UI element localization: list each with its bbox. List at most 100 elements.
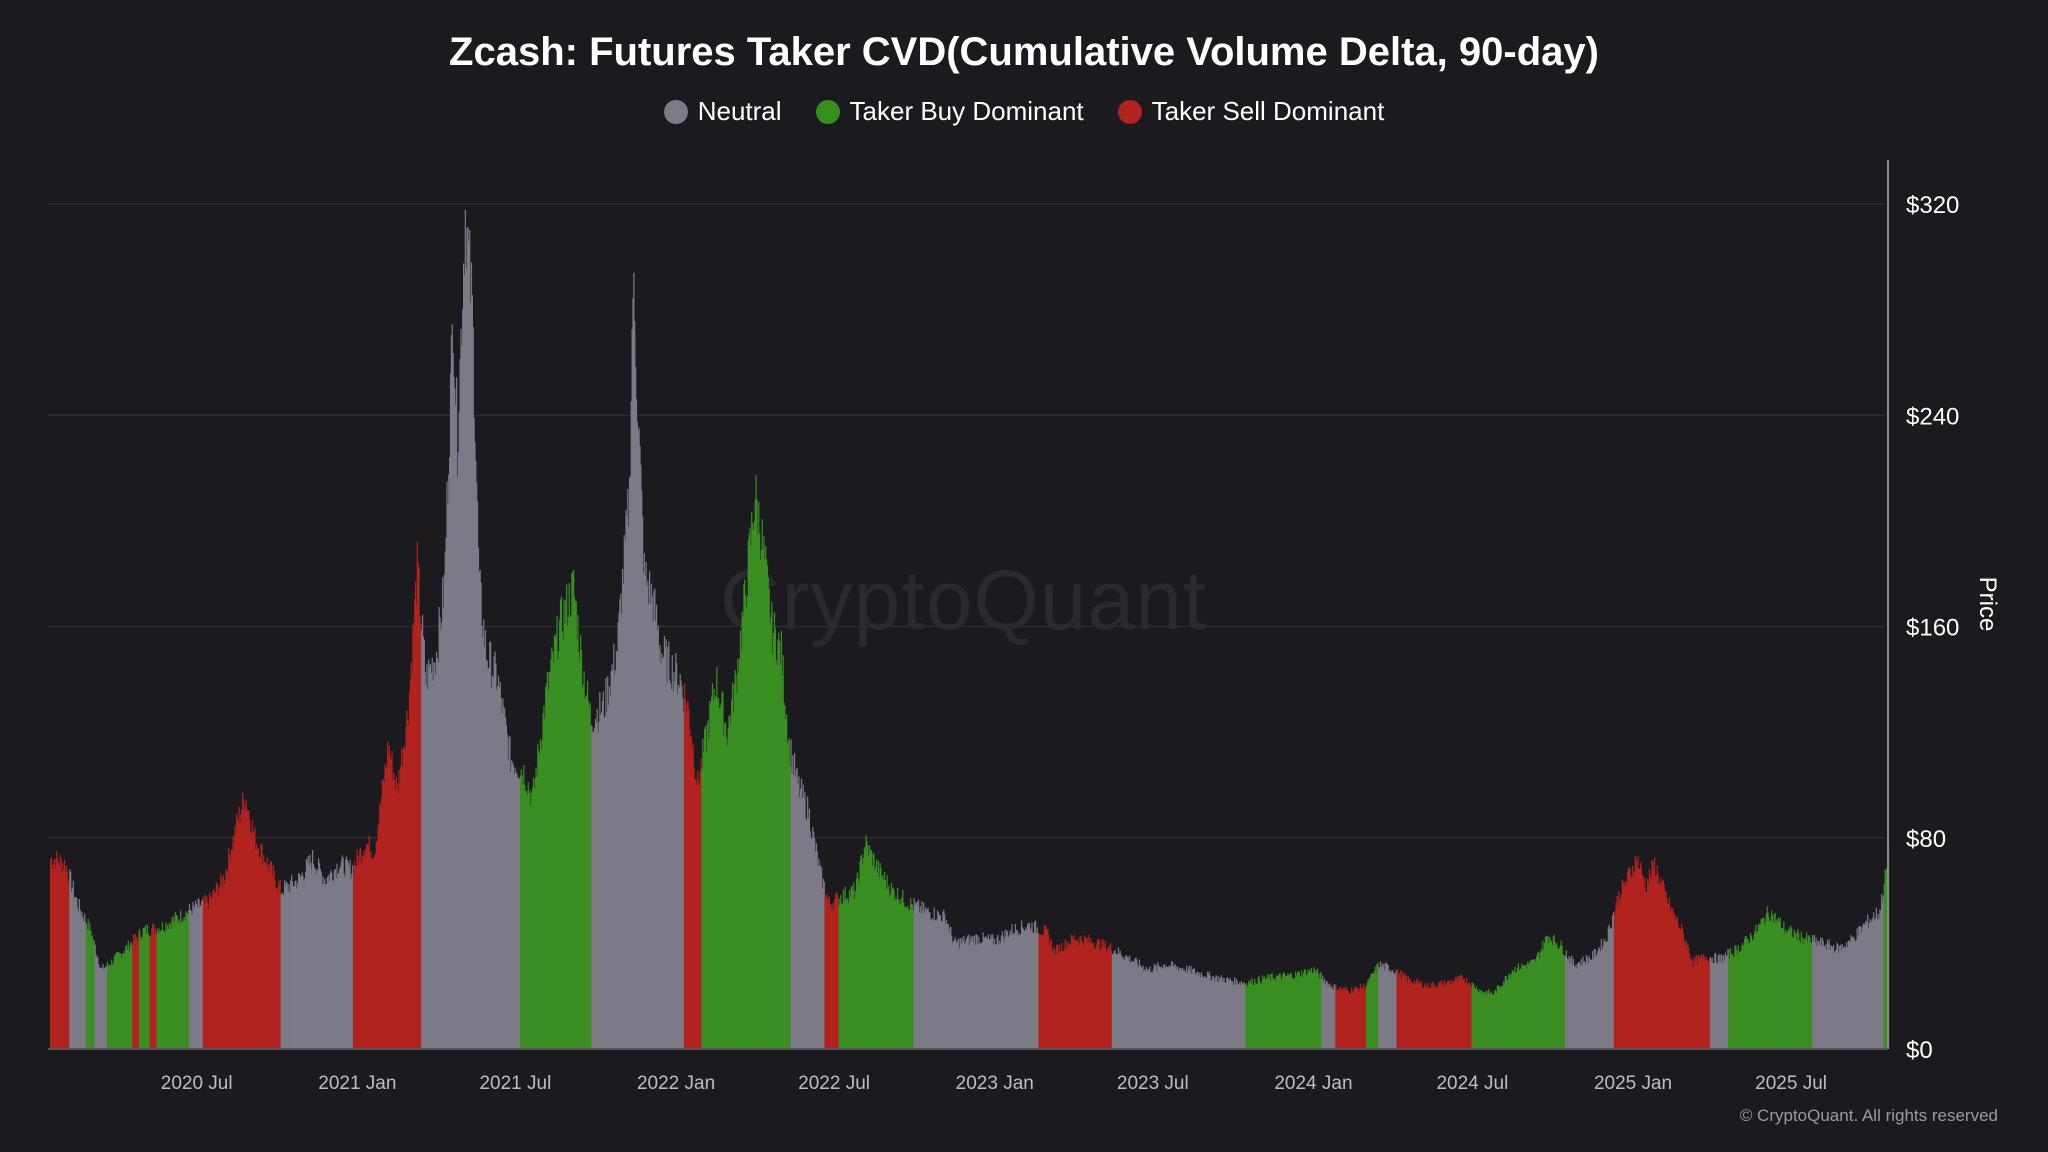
- price-bar-neutral: [461, 346, 463, 1050]
- legend-item-taker-buy[interactable]: Taker Buy Dominant: [815, 96, 1084, 127]
- price-bar-sell: [1364, 987, 1367, 1049]
- price-bar-neutral: [1238, 984, 1240, 1049]
- price-bar-sell: [371, 858, 373, 1049]
- price-bar-neutral: [1612, 915, 1614, 1049]
- price-bar-buy: [717, 697, 720, 1049]
- price-bar-neutral: [194, 907, 196, 1049]
- price-bar-buy: [521, 775, 523, 1049]
- price-bar-buy: [1475, 989, 1477, 1049]
- price-bar-neutral: [1124, 956, 1127, 1049]
- price-bar-sell: [1344, 989, 1347, 1049]
- price-bar-buy: [164, 932, 166, 1049]
- price-bar-neutral: [1880, 910, 1882, 1049]
- price-bar-neutral: [1721, 954, 1723, 1049]
- price-bar-sell: [396, 784, 398, 1049]
- price-bar-neutral: [201, 901, 203, 1049]
- price-bar-sell: [1076, 938, 1079, 1049]
- price-bar-buy: [1548, 942, 1550, 1049]
- price-bar-buy: [1773, 913, 1775, 1049]
- price-bar-buy: [1764, 921, 1767, 1049]
- price-bar-neutral: [309, 854, 311, 1049]
- price-bar-buy: [875, 866, 877, 1049]
- price-bar-neutral: [959, 938, 962, 1049]
- price-bar-buy: [107, 965, 109, 1049]
- price-bar-neutral: [928, 912, 930, 1049]
- price-bar-neutral: [290, 880, 292, 1049]
- price-bar-neutral: [984, 937, 986, 1049]
- price-bar-neutral: [1228, 980, 1230, 1049]
- price-bar-buy: [864, 848, 866, 1049]
- price-bar-buy: [538, 750, 540, 1049]
- price-bar-neutral: [462, 309, 464, 1049]
- legend-item-taker-sell[interactable]: Taker Sell Dominant: [1117, 96, 1384, 127]
- price-bar-neutral: [105, 966, 107, 1049]
- price-bar-sell: [275, 888, 277, 1049]
- price-bar-sell: [1632, 865, 1634, 1049]
- price-bar-buy: [1286, 975, 1288, 1049]
- price-bar-buy: [1774, 912, 1776, 1049]
- price-bar-buy: [160, 930, 163, 1049]
- price-bar-neutral: [310, 862, 312, 1049]
- price-bar-neutral: [1133, 962, 1135, 1049]
- price-bar-buy: [892, 887, 894, 1049]
- price-bar-buy: [861, 854, 863, 1049]
- price-bar-neutral: [1150, 972, 1152, 1049]
- price-bar-buy: [1258, 976, 1260, 1049]
- price-bar-neutral: [1813, 934, 1815, 1049]
- price-bar-buy: [142, 928, 144, 1049]
- price-bar-sell: [231, 851, 233, 1049]
- price-bar-neutral: [625, 509, 627, 1050]
- price-bar-sell: [1337, 988, 1339, 1049]
- price-bar-neutral: [805, 818, 807, 1049]
- price-bar-buy: [876, 872, 879, 1049]
- price-bar-buy: [745, 606, 748, 1049]
- price-bar-buy: [1473, 984, 1475, 1049]
- price-bar-neutral: [793, 775, 795, 1049]
- price-bar-sell: [372, 857, 374, 1049]
- price-bar-neutral: [1226, 978, 1228, 1049]
- price-bar-buy: [527, 782, 529, 1049]
- price-bar-buy: [1282, 974, 1284, 1049]
- x-tick-label-3: 2022 Jan: [637, 1073, 715, 1094]
- price-bar-neutral: [1323, 978, 1326, 1049]
- price-bar-neutral: [1024, 930, 1026, 1049]
- price-bar-neutral: [453, 377, 455, 1049]
- price-bar-sell: [53, 860, 55, 1049]
- price-bar-sell: [406, 709, 408, 1049]
- price-bar-sell: [1075, 941, 1078, 1049]
- price-bar-neutral: [792, 755, 794, 1049]
- price-bar-buy: [565, 600, 567, 1049]
- price-bar-buy: [1559, 945, 1561, 1049]
- price-bar-sell: [1352, 990, 1354, 1049]
- price-bar-buy: [911, 904, 914, 1049]
- price-bar-sell: [828, 896, 831, 1049]
- price-bar-buy: [1788, 927, 1790, 1049]
- price-bar-sell: [243, 810, 246, 1049]
- price-bar-buy: [1522, 966, 1524, 1049]
- price-bar-buy: [520, 769, 522, 1049]
- price-bar-neutral: [1820, 946, 1822, 1049]
- price-bar-sell: [402, 748, 404, 1049]
- price-bar-buy: [785, 718, 787, 1049]
- price-bar-buy: [1306, 973, 1308, 1049]
- price-bar-neutral: [645, 562, 647, 1049]
- price-bar-buy: [524, 785, 526, 1049]
- price-bar-sell: [256, 849, 259, 1049]
- price-bar-neutral: [1205, 977, 1207, 1049]
- price-bar-neutral: [1167, 966, 1169, 1049]
- price-bar-neutral: [1192, 968, 1195, 1049]
- price-bar-neutral: [794, 777, 797, 1049]
- price-bar-neutral: [1171, 961, 1173, 1049]
- price-bar-neutral: [1204, 976, 1206, 1049]
- price-bar-buy: [122, 952, 124, 1049]
- price-bar-sell: [382, 779, 384, 1049]
- price-bar-buy: [1283, 972, 1285, 1049]
- price-bar-sell: [356, 849, 358, 1049]
- price-bar-neutral: [442, 608, 445, 1049]
- price-bar-sell: [1692, 966, 1694, 1049]
- price-bar-buy: [1264, 979, 1266, 1049]
- legend-item-neutral[interactable]: Neutral: [663, 96, 782, 127]
- price-bar-buy: [168, 922, 170, 1049]
- price-bar-buy: [522, 784, 524, 1049]
- price-bar-neutral: [633, 272, 635, 1049]
